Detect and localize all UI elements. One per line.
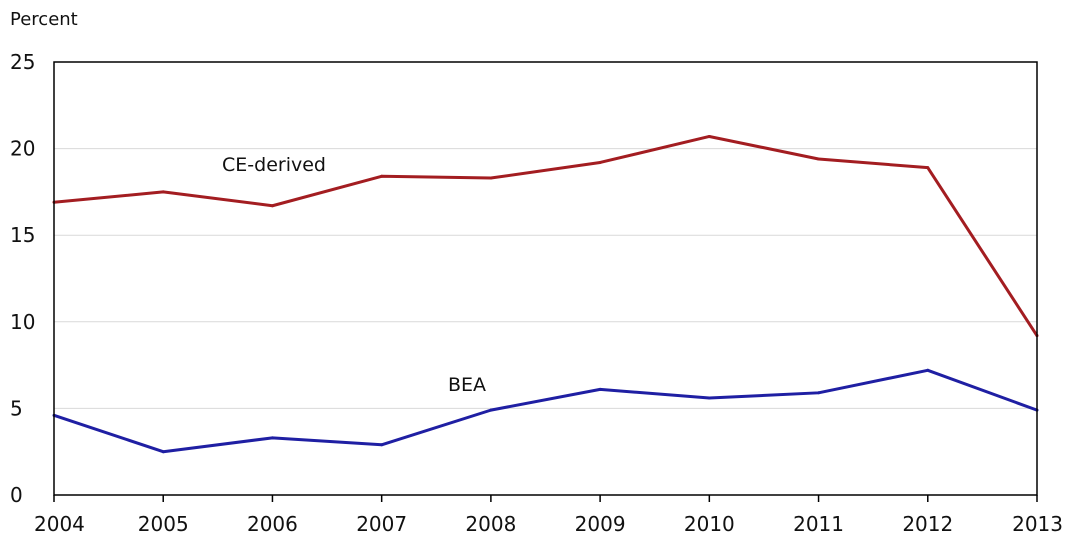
x-tick-label: 2004 xyxy=(34,512,85,536)
x-tick-label: 2012 xyxy=(902,512,953,536)
y-axis-title: Percent xyxy=(10,9,78,30)
data-point xyxy=(926,368,930,372)
x-tick-label: 2005 xyxy=(138,512,189,536)
data-point xyxy=(161,190,165,194)
data-point xyxy=(817,391,821,395)
y-tick-label: 25 xyxy=(10,50,35,74)
series-group xyxy=(52,134,1039,454)
data-point xyxy=(926,166,930,170)
x-tick-label: 2007 xyxy=(356,512,407,536)
data-point xyxy=(380,174,384,178)
x-tick-labels: 2004 2005 2006 2007 2008 2009 2010 2011 2012 2013 xyxy=(34,495,1063,536)
series-label-bea: BEA xyxy=(448,374,486,396)
data-point xyxy=(817,157,821,161)
series-line-ce-derived xyxy=(53,134,1039,337)
data-point xyxy=(707,396,711,400)
data-point xyxy=(598,387,602,391)
data-point xyxy=(270,436,274,440)
data-point xyxy=(270,204,274,208)
x-tick-label: 2013 xyxy=(1012,512,1063,536)
plot-frame xyxy=(53,61,1038,496)
x-tick-label: 2010 xyxy=(684,512,735,536)
x-tick-label: 2006 xyxy=(247,512,298,536)
data-point xyxy=(707,134,711,138)
series-label-ce-derived: CE-derived xyxy=(222,154,326,176)
series-labels: CE-derived BEA xyxy=(222,154,486,396)
y-tick-label: 5 xyxy=(10,396,23,420)
data-point xyxy=(161,450,165,454)
data-point xyxy=(489,408,493,412)
data-point xyxy=(489,176,493,180)
y-tick-labels: 0 5 10 15 20 25 xyxy=(10,50,35,507)
gridlines xyxy=(54,148,1037,409)
x-tick-label: 2008 xyxy=(465,512,516,536)
y-tick-label: 0 xyxy=(10,483,23,507)
y-tick-label: 20 xyxy=(10,137,35,161)
data-point xyxy=(380,443,384,447)
y-tick-label: 15 xyxy=(10,223,35,247)
x-tick-label: 2009 xyxy=(575,512,626,536)
y-tick-label: 10 xyxy=(10,310,35,334)
data-point xyxy=(598,160,602,164)
x-tick-label: 2011 xyxy=(793,512,844,536)
series-line-bea xyxy=(53,368,1038,454)
